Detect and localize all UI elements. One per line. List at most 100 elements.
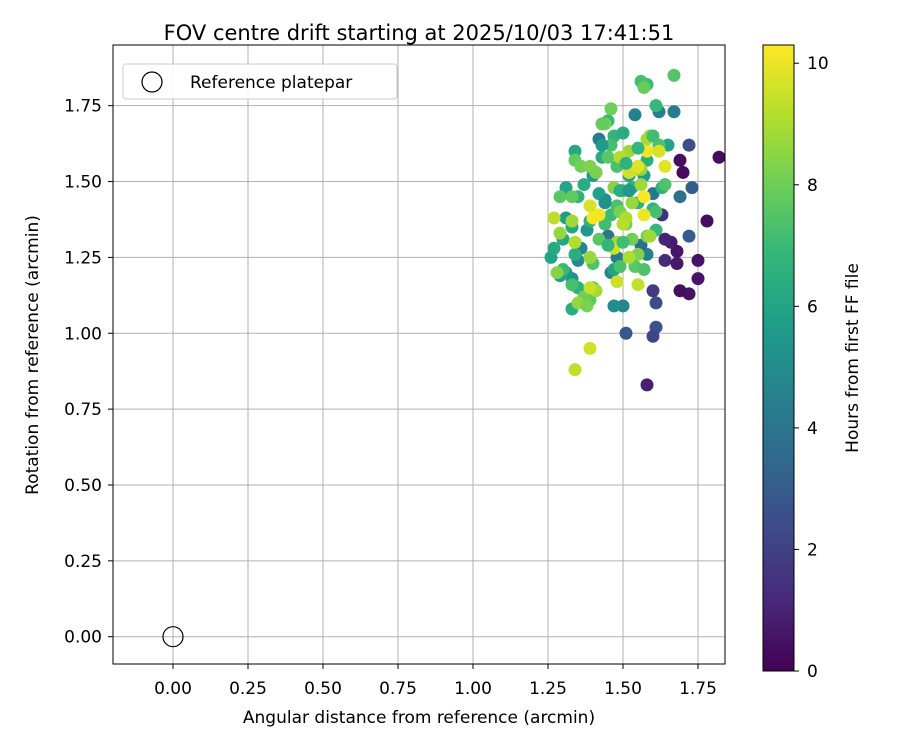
data-point (568, 235, 582, 249)
colorbar-tick-label: 2 (807, 540, 818, 560)
data-point (604, 102, 618, 116)
data-point (565, 278, 579, 292)
data-point (619, 156, 633, 170)
y-tick-label: 1.75 (64, 97, 102, 117)
data-point (550, 266, 564, 280)
data-point (583, 199, 597, 213)
x-axis-label: Angular distance from reference (arcmin) (243, 708, 595, 728)
data-point (610, 275, 624, 289)
data-point (682, 138, 696, 152)
data-point (625, 196, 639, 210)
data-point (580, 299, 594, 313)
colorbar-tick-label: 4 (807, 419, 818, 439)
data-point (583, 281, 597, 295)
data-point (595, 138, 609, 152)
data-point (658, 159, 672, 173)
data-point (676, 165, 690, 179)
data-point (568, 363, 582, 377)
data-point (622, 184, 636, 198)
data-point (616, 126, 630, 140)
data-point (634, 178, 648, 192)
grid (113, 45, 725, 664)
data-point (691, 253, 705, 267)
data-point (646, 329, 660, 343)
data-point (616, 217, 630, 231)
colorbar-tick-label: 6 (807, 297, 818, 317)
x-tick-label: 0.50 (304, 679, 342, 699)
data-point (616, 299, 630, 313)
chart-title: FOV centre drift starting at 2025/10/03 … (164, 21, 675, 45)
data-point (637, 190, 651, 204)
data-point (640, 378, 654, 392)
data-points (544, 68, 726, 392)
reference-marker-layer (162, 626, 184, 648)
x-tick-label: 1.75 (679, 679, 717, 699)
data-point (568, 144, 582, 158)
legend-marker-icon (141, 71, 163, 93)
data-point (628, 108, 642, 122)
data-point (649, 205, 663, 219)
data-point (601, 238, 615, 252)
legend-box (122, 63, 398, 100)
data-point (589, 165, 603, 179)
x-tick-label: 0.25 (229, 679, 267, 699)
x-tick-label: 1.00 (454, 679, 492, 699)
x-tick-label: 0.75 (379, 679, 417, 699)
data-point (613, 184, 627, 198)
y-tick-label: 0.50 (64, 476, 102, 496)
x-tick-label: 1.25 (529, 679, 567, 699)
colorbar-tick-label: 0 (807, 662, 818, 682)
legend-entry-label: Reference platepar (190, 73, 352, 93)
data-point (595, 117, 609, 131)
data-point (646, 284, 660, 298)
x-tick-label: 1.50 (604, 679, 642, 699)
data-point (565, 190, 579, 204)
data-point (682, 229, 696, 243)
data-point (649, 99, 663, 113)
y-tick-label: 1.25 (64, 248, 102, 268)
colorbar-label: Hours from first FF file (843, 263, 863, 453)
data-point (649, 296, 663, 310)
data-point (637, 263, 651, 277)
y-tick-label: 0.75 (64, 400, 102, 420)
legend: Reference platepar (122, 63, 398, 100)
data-point (622, 250, 636, 264)
data-point (583, 341, 597, 355)
data-point (553, 190, 567, 204)
data-point (574, 159, 588, 173)
colorbar-tick-label: 10 (807, 54, 829, 74)
data-point (643, 229, 657, 243)
data-point (658, 232, 672, 246)
data-point (577, 178, 591, 192)
data-point (685, 181, 699, 195)
data-point (673, 284, 687, 298)
data-point (637, 80, 651, 94)
y-axis-label: Rotation from reference (arcmin) (23, 215, 43, 495)
data-point (631, 278, 645, 292)
data-point (667, 68, 681, 82)
data-point (667, 105, 681, 119)
data-point (637, 208, 651, 222)
data-point (604, 138, 618, 152)
colorbar: 0 2 4 6 8 10 Hours from first FF file (762, 44, 863, 682)
data-point (619, 326, 633, 340)
data-point (670, 256, 684, 270)
data-point (616, 235, 630, 249)
x-axis-ticks: 0.00 0.25 0.50 0.75 1.00 1.25 1.50 1.75 (154, 664, 717, 699)
data-point (553, 226, 567, 240)
data-point (601, 150, 615, 164)
x-tick-label: 0.00 (154, 679, 192, 699)
data-point (658, 253, 672, 267)
data-point (631, 141, 645, 155)
colorbar-gradient (762, 44, 795, 672)
data-point (658, 178, 672, 192)
data-point (565, 214, 579, 228)
data-point (583, 250, 597, 264)
data-point (598, 196, 612, 210)
data-point (673, 153, 687, 167)
data-point (586, 211, 600, 225)
reference-platepar-marker (162, 626, 184, 648)
colorbar-ticks: 0 2 4 6 8 10 (794, 54, 829, 682)
data-point (700, 214, 714, 228)
